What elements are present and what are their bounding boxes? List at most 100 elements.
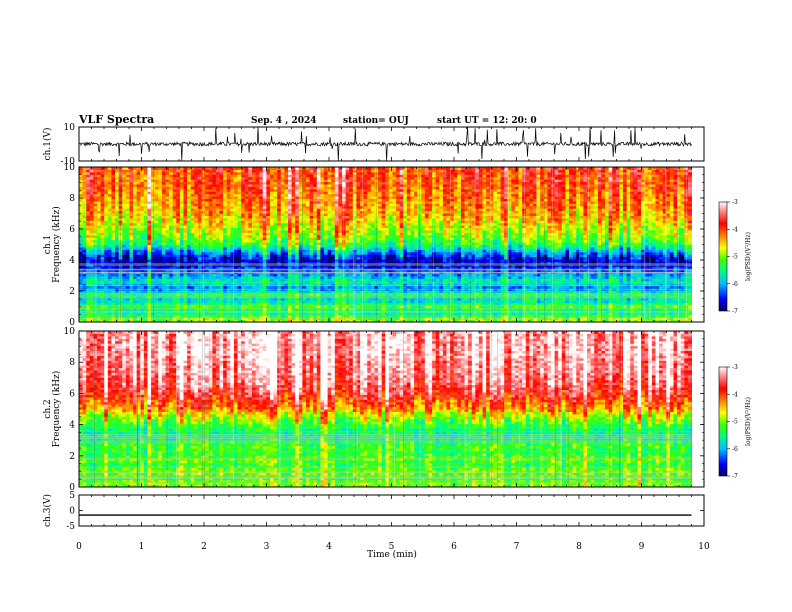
spectrogram-cell [565,305,570,308]
spectrogram-cell [259,307,264,311]
spectrogram-cell [122,283,127,287]
spectrogram-cell [302,302,307,306]
spectrogram-cell [406,275,411,279]
spectrogram-cell [349,278,354,282]
spectrogram-cell [111,285,116,289]
spectrogram-cell [644,297,649,301]
spectrogram-cell [266,292,271,296]
spectrogram-cell [223,314,228,318]
spectrogram-cell [334,314,339,318]
spectrogram-cell [86,302,91,306]
spectrogram-cell [190,300,195,304]
spectrogram-cell [669,312,674,316]
spectrogram-cell [104,292,109,296]
spectrogram-cell [381,305,386,308]
spectrogram-cell [637,317,642,321]
spectrogram-cell [601,305,606,308]
spectrogram-cell [442,317,447,321]
spectrogram-cell [187,314,192,318]
spectrogram-cell [677,290,682,294]
spectrogram-cell [205,300,210,304]
spectrogram-cell [241,312,246,316]
spectrogram-cell [601,275,606,279]
spectrogram-cell [280,283,285,287]
spectrogram-cell [543,297,548,301]
spectrogram-cell [403,317,408,321]
spectrogram-cell [446,314,451,318]
spectrogram-cell [669,317,674,321]
spectrogram-cell [259,290,264,294]
spectrogram-cell [486,319,491,323]
spectrogram-cell [439,307,444,311]
spectrogram-cell [536,290,541,294]
spectrogram-cell [154,292,159,296]
spectrogram-cell [147,314,152,318]
spectrogram-cell [284,275,289,279]
spectrogram-cell [529,300,534,304]
spectrogram-cell [151,302,156,306]
spectrogram-cell [540,300,545,304]
spectrogram-cell [273,319,278,323]
spectrogram-cell [309,297,314,301]
spectrogram-cell [460,312,466,316]
spectrogram-cell [305,307,311,311]
spectrogram-cell [504,297,509,301]
spectrogram-cell [169,280,174,284]
spectrogram-cell [687,317,692,321]
spectrogram-cell [576,280,581,284]
spectrogram-cell [82,297,87,301]
spectrogram-cell [136,314,141,318]
spectrogram-cell [241,297,246,301]
spectrogram-cell [212,278,217,282]
spectrogram-cell [100,302,105,306]
spectrogram-cell [493,280,498,284]
spectrogram-cell [284,273,289,277]
spectrogram-cell [262,317,267,321]
spectrogram-cell [233,266,239,270]
spectrogram-cell [569,297,574,301]
spectrogram-cell [133,283,138,287]
spectrogram-cell [374,297,379,301]
spectrogram-cell [475,307,480,311]
spectrogram-cell [161,290,166,294]
spectrogram-cell [482,319,487,323]
spectrogram-cell [360,297,365,301]
spectrogram-cell [633,273,638,277]
spectrogram-cell [651,290,656,294]
spectrogram-cell [237,302,242,306]
spectrogram-cell [133,275,138,279]
spectrogram-cell [648,307,653,311]
spectrogram-cell [460,278,466,282]
spectrogram-cell [442,278,447,282]
spectrogram-cell [414,307,419,311]
spectrogram-cell [630,312,635,316]
spectrogram-cell [399,297,404,301]
spectrogram-cell [129,317,134,321]
spectrogram-cell [569,285,574,289]
spectrogram-cell [608,307,613,311]
spectrogram-cell [205,273,210,277]
spectrogram-cell [522,307,527,311]
spectrogram-cell [396,283,401,287]
spectrogram-cell [302,273,307,277]
spectrogram-cell [486,278,491,282]
spectrogram-cell [79,305,84,308]
spectrogram-cell [514,283,520,287]
spectrogram-cell [194,302,199,306]
spectrogram-cell [687,307,692,311]
spectrogram-cell [118,290,123,294]
spectrogram-cell [655,317,660,321]
spectrogram-cell [107,319,112,323]
spectrogram-cell [129,280,134,284]
spectrogram-cell [659,273,664,277]
spectrogram-cell [277,314,282,318]
spectrogram-cell [605,285,610,289]
spectrogram-cell [612,317,617,321]
spectrogram-cell [388,297,393,301]
spectrogram-cell [543,317,548,321]
spectrogram-cell [572,300,577,304]
spectrogram-cell [143,290,148,294]
spectrogram-cell [190,266,195,270]
spectrogram-cell [143,283,148,287]
spectrogram-cell [97,319,102,323]
